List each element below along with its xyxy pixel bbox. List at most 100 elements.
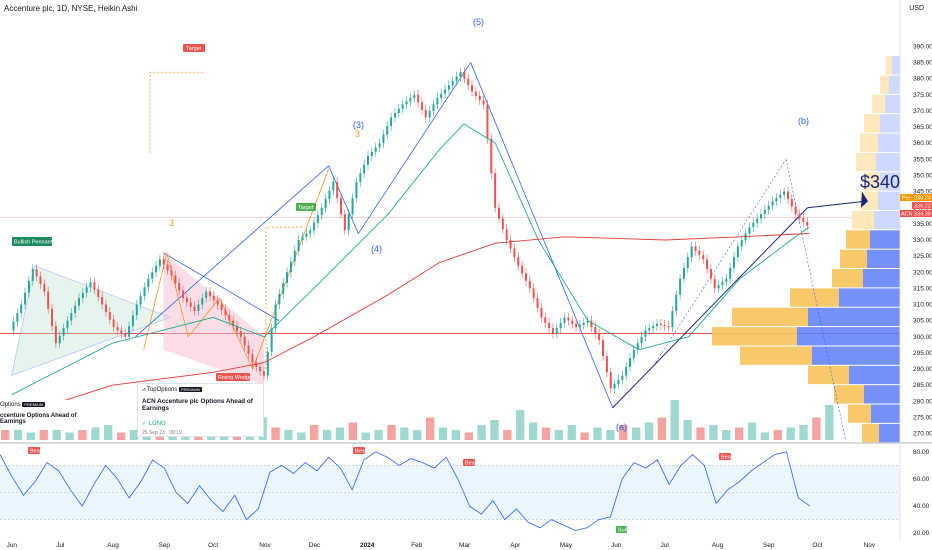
- volume-profile-bar: [797, 327, 900, 346]
- volume-layer: [1, 400, 834, 440]
- volume-bar: [580, 432, 589, 440]
- candle-body: [609, 372, 612, 389]
- candle-body: [617, 379, 620, 385]
- candle-body: [779, 194, 782, 199]
- price-tick-label: 285.00: [913, 382, 932, 389]
- candle-body: [228, 315, 231, 321]
- time-tick-label: Nov: [259, 542, 271, 549]
- time-tick-label: Sep: [158, 542, 170, 549]
- volume-profile-bar: [876, 152, 900, 172]
- candle-body: [655, 323, 658, 327]
- candle-body: [536, 298, 539, 308]
- candle-body: [77, 298, 80, 306]
- volume-bar: [116, 432, 126, 440]
- candle-body: [151, 272, 154, 279]
- dotted-channel: [655, 159, 787, 363]
- volume-bar: [490, 420, 499, 440]
- rsi-bear-tag-4: Bear: [721, 455, 733, 461]
- time-tick-label: 2024: [360, 542, 375, 549]
- candle-body: [636, 343, 639, 350]
- candle-body: [686, 257, 689, 268]
- candle-body: [667, 326, 670, 328]
- candle-body: [409, 98, 412, 102]
- candle-body: [659, 323, 662, 325]
- candle-body: [736, 246, 739, 258]
- candle-body: [135, 304, 138, 316]
- volume-bar: [747, 422, 757, 440]
- time-tick-label: Feb: [411, 542, 423, 549]
- trendline-arrow: [807, 200, 866, 209]
- candle-body: [729, 267, 732, 279]
- arrow-head-icon: [861, 191, 868, 208]
- candle-body: [524, 273, 527, 281]
- candle-body: [555, 328, 558, 334]
- candle-body: [174, 275, 177, 284]
- candle-body: [625, 366, 628, 376]
- candle-body: [259, 366, 262, 372]
- time-tick-label: Dec: [309, 542, 321, 549]
- volume-profile-bar: [812, 346, 900, 365]
- price-tick-label: 335.00: [913, 221, 932, 228]
- idea-card-date: 25 Sep 23 · 09:19: [142, 430, 182, 436]
- volume-bar: [52, 422, 61, 440]
- volume-bar: [387, 425, 396, 440]
- candle-body: [382, 134, 385, 144]
- candle-body: [517, 257, 520, 266]
- candle-body: [602, 340, 605, 357]
- idea-card-partial[interactable]: Options PREMIUM ccenture Options Ahead o…: [0, 400, 92, 430]
- candle-body: [605, 356, 608, 373]
- wave-line: [470, 62, 614, 408]
- candle-body: [170, 270, 173, 276]
- idea-card[interactable]: ⩘ TopOptions PREMIUM ACN Accenture plc O…: [137, 383, 264, 437]
- candle-body: [621, 375, 624, 380]
- candle-body: [786, 191, 789, 200]
- volume-profile-bar: [846, 230, 870, 249]
- candle-body: [39, 276, 42, 285]
- candle-body: [270, 328, 273, 352]
- volume-bar: [400, 427, 409, 440]
- candle-body: [725, 278, 728, 282]
- candle-body: [563, 317, 566, 323]
- candle-body: [721, 281, 724, 286]
- volume-bar: [503, 430, 512, 440]
- candle-body: [521, 265, 524, 274]
- idea-card-title: ACN Accenture plc Options Ahead of Earni…: [142, 398, 253, 412]
- price-tick-label: 320.00: [913, 269, 932, 276]
- candle-body: [756, 218, 759, 223]
- candle-body: [189, 302, 192, 307]
- candle-body: [155, 265, 158, 273]
- candle-body: [143, 287, 146, 296]
- wave-label-b: (b): [798, 116, 809, 126]
- candle-body: [405, 101, 408, 105]
- price-tick-label: 345.00: [913, 189, 932, 196]
- candle-body: [771, 201, 774, 206]
- candle-body: [420, 102, 423, 110]
- candle-body: [366, 156, 369, 165]
- volume-profile-bar: [860, 133, 878, 152]
- candle-body: [97, 289, 100, 297]
- candle-body: [590, 320, 593, 328]
- volume-bar: [606, 430, 615, 440]
- volume-bar: [425, 417, 435, 440]
- candle-body: [47, 291, 50, 309]
- candle-body: [62, 328, 65, 336]
- volume-profile-bar: [886, 56, 892, 75]
- price-tick-label: 375.00: [913, 92, 932, 99]
- price-tick-label: 280.00: [913, 398, 932, 405]
- volume-bar: [335, 427, 345, 440]
- volume-bar: [670, 400, 679, 440]
- price-tick-label: 370.00: [913, 108, 932, 115]
- volume-profile-bar: [712, 327, 797, 346]
- candle-body: [89, 281, 92, 288]
- candle-body: [575, 323, 578, 328]
- price-tick-label: 365.00: [913, 124, 932, 131]
- candle-body: [806, 221, 809, 226]
- volume-profile-bar: [852, 210, 874, 230]
- candle-body: [251, 353, 254, 363]
- candle-body: [567, 317, 570, 321]
- volume-profile-bar: [867, 249, 900, 269]
- volume-bar: [413, 430, 422, 440]
- candle-body: [278, 293, 281, 305]
- candle-body: [182, 290, 185, 299]
